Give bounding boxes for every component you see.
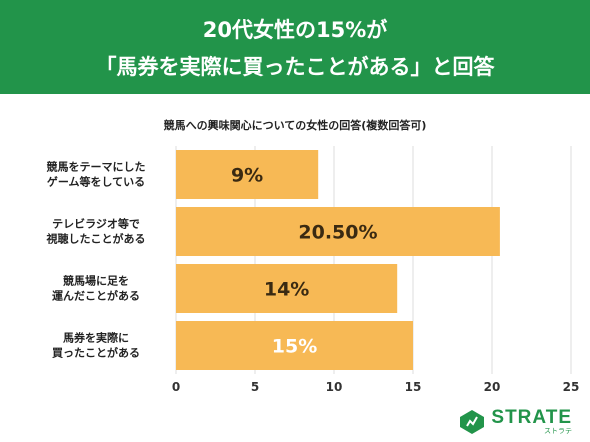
bar: [176, 150, 319, 199]
x-tick-label: 25: [563, 380, 580, 394]
logo-wordmark: STRATE: [491, 407, 572, 428]
category-label: 馬券を実際に買ったことがある: [52, 331, 140, 360]
category-label: 競馬場に足を運んだことがある: [52, 274, 140, 303]
bar-chart: 競馬への興味関心についての女性の回答(複数回答可) 9% 競馬をテーマにしたゲーム…: [46, 118, 580, 394]
strate-logo-icon: [460, 410, 485, 434]
headline-line-1: 20代女性の15%が: [202, 18, 388, 42]
data-label: 15%: [272, 336, 317, 358]
logo-subtext: ストラテ: [544, 427, 572, 435]
x-tick-label: 15: [405, 380, 422, 394]
strate-logo: STRATE ストラテ: [459, 408, 572, 436]
headline-line-2: 「馬券を実際に買ったことがある」と回答: [95, 55, 495, 79]
bar: [176, 264, 398, 313]
category-label-line: テレビラジオ等で: [52, 217, 140, 231]
category-label-line: ゲーム等をしている: [47, 175, 145, 189]
category-label: 競馬をテーマにしたゲーム等をしている: [47, 160, 146, 189]
data-label: 9%: [231, 165, 263, 187]
category-label-line: 競馬場に足を: [63, 274, 129, 288]
category-label-line: 買ったことがある: [52, 346, 140, 360]
chart-title: 競馬への興味関心についての女性の回答(複数回答可): [164, 118, 427, 132]
x-tick-label: 5: [251, 380, 259, 394]
x-tick-label: 10: [326, 380, 343, 394]
x-tick-label: 20: [484, 380, 501, 394]
category-label-line: 運んだことがある: [52, 289, 140, 303]
category-label-line: 視聴したことがある: [46, 232, 146, 246]
bar: [176, 321, 413, 370]
bar: [176, 207, 500, 256]
category-label-line: 馬券を実際に: [63, 331, 129, 345]
data-label: 14%: [264, 279, 309, 301]
x-tick-label: 0: [172, 380, 180, 394]
header-banner: 20代女性の15%が 「馬券を実際に買ったことがある」と回答: [0, 0, 590, 94]
category-label: テレビラジオ等で視聴したことがある: [46, 217, 146, 246]
data-label: 20.50%: [298, 222, 377, 244]
category-label-line: 競馬をテーマにした: [47, 160, 146, 174]
